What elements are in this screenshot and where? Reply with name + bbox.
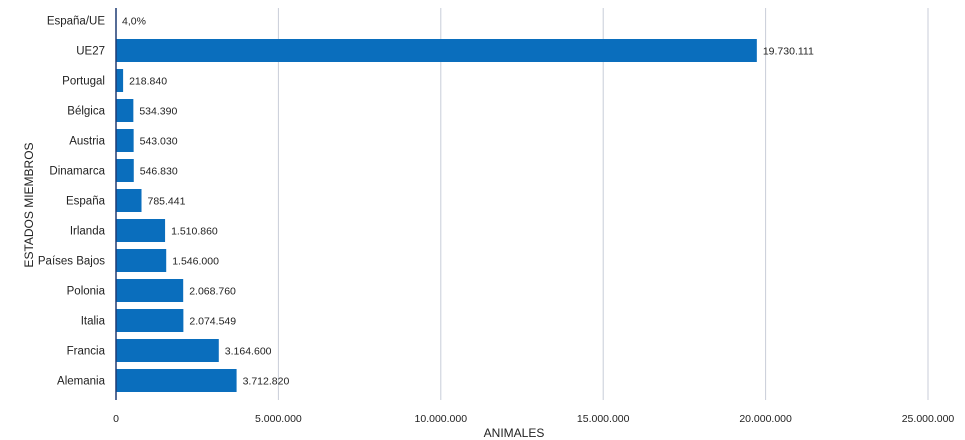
value-label: 3.712.820: [243, 376, 290, 388]
x-tick-label: 10.000.000: [415, 413, 468, 425]
gridlines: [277, 8, 929, 400]
category-label: Portugal: [62, 76, 105, 88]
value-label: 1.510.860: [171, 226, 218, 238]
category-label: Bélgica: [67, 106, 105, 118]
value-label: 2.068.760: [189, 286, 236, 298]
category-label: Alemania: [57, 376, 106, 388]
x-tick-label: 15.000.000: [577, 413, 630, 425]
bar: [116, 249, 167, 272]
labels: 0 5.000.000 10.000.000 15.000.000 20.000.000…: [38, 16, 955, 426]
category-label: Polonia: [67, 286, 106, 298]
bar: [116, 339, 219, 362]
bar: [116, 219, 166, 242]
bars: [116, 39, 757, 392]
bar: [116, 69, 124, 92]
bar: [116, 309, 184, 332]
category-label: Francia: [67, 346, 106, 358]
category-label: España/UE: [47, 16, 106, 28]
bar: [116, 99, 134, 122]
value-label: 1.546.000: [172, 256, 219, 268]
category-label: Irlanda: [70, 226, 106, 238]
bar: [116, 39, 757, 62]
x-tick-label: 20.000.000: [739, 413, 792, 425]
value-label: 3.164.600: [225, 346, 272, 358]
category-label: Italia: [81, 316, 106, 328]
value-label: 546.830: [140, 166, 178, 178]
value-label: 218.840: [129, 76, 167, 88]
value-label: 785.441: [148, 196, 186, 208]
x-tick-label: 25.000.000: [902, 413, 955, 425]
value-label: 2.074.549: [189, 316, 236, 328]
x-tick-label: 0: [113, 413, 119, 425]
y-axis-title: ESTADOS MIEMBROS: [22, 142, 36, 267]
value-label: 4,0%: [122, 16, 146, 28]
bar: [116, 159, 134, 182]
bar: [116, 189, 142, 212]
value-label: 19.730.111: [763, 46, 814, 58]
bar: [116, 279, 184, 302]
category-label: España: [66, 196, 106, 208]
bar: [116, 129, 134, 152]
x-tick-label: 5.000.000: [255, 413, 302, 425]
category-label: Dinamarca: [49, 166, 105, 178]
bar: [116, 369, 237, 392]
category-label: Austria: [69, 136, 105, 148]
category-label: Países Bajos: [38, 256, 105, 268]
value-label: 543.030: [140, 136, 178, 148]
value-label: 534.390: [139, 106, 177, 118]
category-label: UE27: [76, 46, 105, 58]
x-axis-title: ANIMALES: [484, 426, 545, 440]
